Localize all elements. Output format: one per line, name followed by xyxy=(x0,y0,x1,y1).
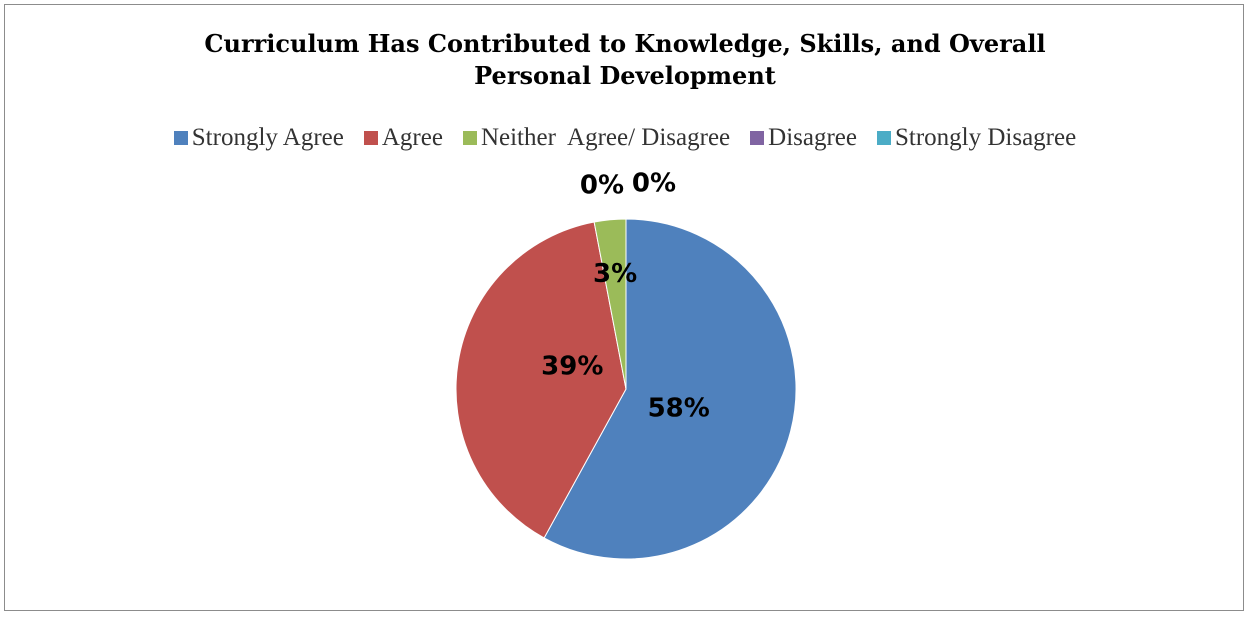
legend-label-agree: Agree xyxy=(381,124,443,151)
legend-item-agree: Agree xyxy=(363,124,443,152)
data-label-agree: 39% xyxy=(541,351,603,381)
legend-item-disagree: Disagree xyxy=(750,124,857,152)
legend-label-strongly-agree: Strongly Agree xyxy=(191,124,344,151)
legend-swatch-agree xyxy=(363,131,378,145)
legend-label-neither: Neither Agree/ Disagree xyxy=(480,124,731,151)
legend-swatch-strongly-agree xyxy=(173,131,188,145)
chart-legend: Strongly Agree Agree Neither Agree/ Disa… xyxy=(0,124,1250,152)
data-label-neither-agree-disagree: 3% xyxy=(593,259,637,289)
pie-slice-agree xyxy=(455,221,627,539)
legend-label-disagree: Disagree xyxy=(768,124,857,151)
legend-swatch-neither xyxy=(462,131,477,145)
legend-item-strongly-agree: Strongly Agree xyxy=(173,124,344,152)
data-label-strongly-agree: 58% xyxy=(648,394,710,424)
legend-label-strongly-disagree: Strongly Disagree xyxy=(894,124,1077,151)
legend-swatch-strongly-disagree xyxy=(876,131,891,145)
chart-title: Curriculum Has Contributed to Knowledge,… xyxy=(0,28,1250,92)
legend-swatch-disagree xyxy=(750,131,765,145)
chart-title-line-1: Curriculum Has Contributed to Knowledge,… xyxy=(204,29,1046,58)
legend-item-strongly-disagree: Strongly Disagree xyxy=(876,124,1077,152)
chart-title-line-2: Personal Development xyxy=(474,61,776,90)
pie-slice-neither-agree-disagree xyxy=(593,218,627,390)
data-label-strongly-disagree: 0% xyxy=(632,168,676,198)
legend-item-neither: Neither Agree/ Disagree xyxy=(462,124,731,152)
data-label-disagree: 0% xyxy=(580,170,624,200)
pie-slice-strongly-agree xyxy=(543,218,797,560)
